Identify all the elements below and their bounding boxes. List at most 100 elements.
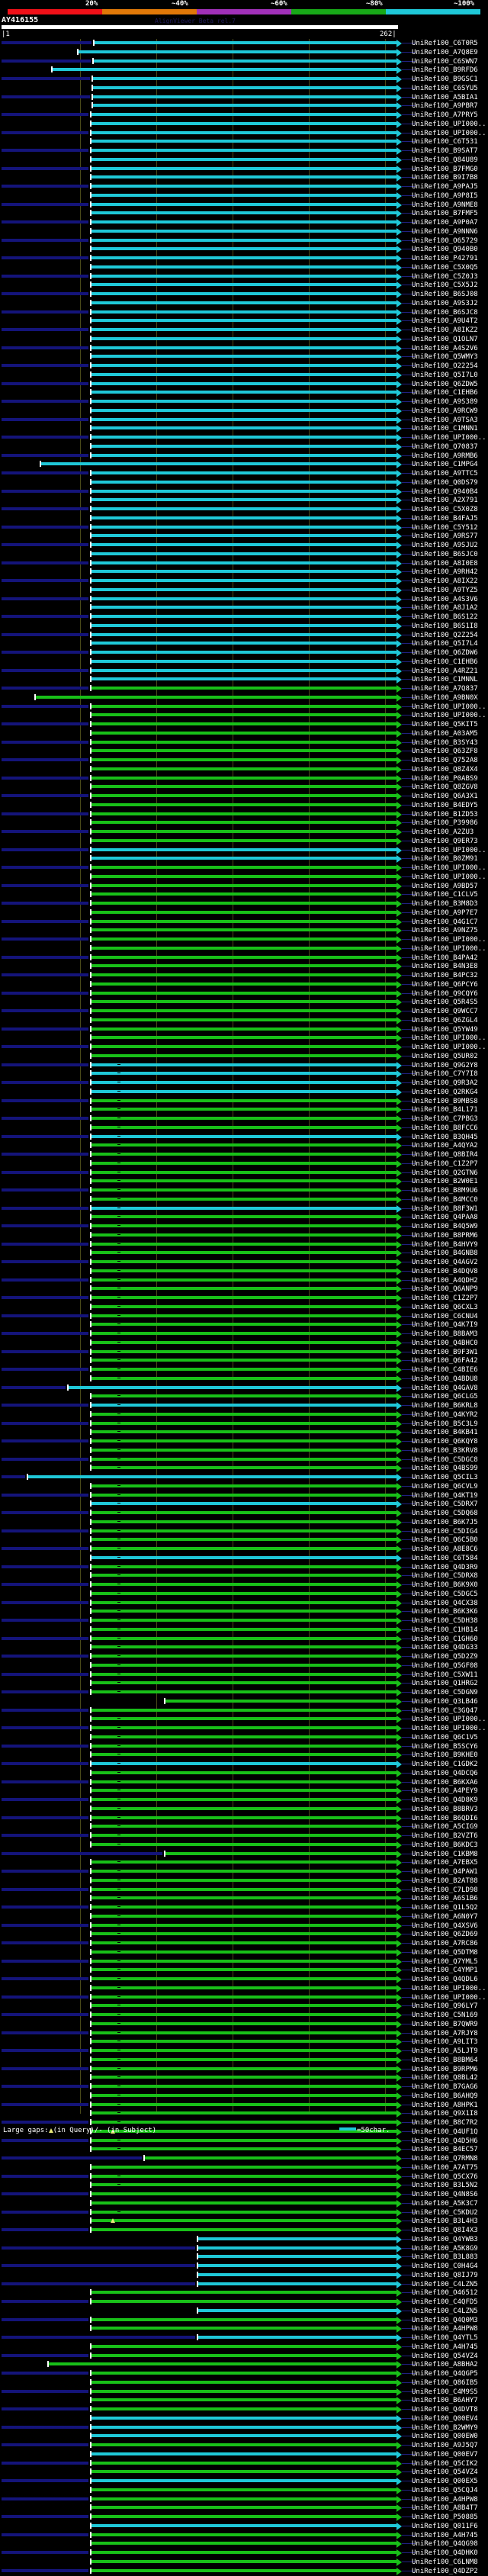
hit-accession-label[interactable]: UniRef100_Q5CX76: [412, 2172, 478, 2181]
hsp-bar[interactable]: [90, 1394, 396, 1398]
alignment-row[interactable]: UniRef100_B2VZT6: [0, 1832, 488, 1841]
alignment-row[interactable]: UniRef100_B8BM64: [0, 2056, 488, 2065]
hit-accession-label[interactable]: UniRef100_Q6PCY6: [412, 980, 478, 989]
hsp-bar[interactable]: [90, 113, 396, 116]
hsp-bar[interactable]: [90, 1179, 396, 1183]
hsp-bar[interactable]: [90, 185, 396, 188]
alignment-row[interactable]: UniRef100_A9BD57: [0, 882, 488, 891]
hsp-bar[interactable]: [90, 2102, 396, 2106]
hsp-bar[interactable]: [90, 1744, 396, 1748]
hsp-bar[interactable]: [90, 1108, 396, 1111]
hit-accession-label[interactable]: UniRef100_UPI000..: [412, 434, 486, 442]
hsp-bar[interactable]: [90, 1081, 396, 1084]
hsp-bar[interactable]: [90, 444, 396, 448]
alignment-row[interactable]: UniRef100_B7FMF5: [0, 209, 488, 218]
hit-accession-label[interactable]: UniRef100_A03AM5: [412, 729, 478, 738]
alignment-row[interactable]: UniRef100_O46512: [0, 2288, 488, 2298]
alignment-row[interactable]: UniRef100_Q4DZP2: [0, 2567, 488, 2576]
hit-accession-label[interactable]: UniRef100_Q86IB5: [412, 2378, 478, 2387]
hsp-bar[interactable]: [90, 2497, 396, 2500]
hit-accession-label[interactable]: UniRef100_Q4PAW1: [412, 1868, 478, 1876]
hit-accession-label[interactable]: UniRef100_A8BHA2: [412, 2361, 478, 2369]
hsp-bar[interactable]: [90, 2004, 396, 2008]
hit-accession-label[interactable]: UniRef100_UPI000..: [412, 712, 486, 720]
hsp-bar[interactable]: [90, 1806, 396, 1810]
hit-accession-label[interactable]: UniRef100_B4Q5W9: [412, 1223, 478, 1230]
hit-accession-label[interactable]: UniRef100_UPI000..: [412, 936, 486, 944]
hit-accession-label[interactable]: UniRef100_Q4DG33: [412, 1644, 478, 1652]
hsp-bar[interactable]: [90, 1663, 396, 1667]
alignment-row[interactable]: UniRef100_A4HPW8: [0, 2324, 488, 2333]
alignment-row[interactable]: UniRef100_B6SJC8: [0, 308, 488, 317]
hit-accession-label[interactable]: UniRef100_C5X5J2: [412, 281, 478, 290]
hsp-bar[interactable]: [90, 632, 396, 636]
hsp-bar[interactable]: [90, 982, 396, 986]
hsp-bar[interactable]: [90, 1466, 396, 1470]
hit-accession-label[interactable]: UniRef100_A8J1A2: [412, 604, 478, 613]
hit-accession-label[interactable]: UniRef100_Q6CXL3: [412, 1303, 478, 1311]
hsp-bar[interactable]: [90, 1161, 396, 1165]
hit-accession-label[interactable]: UniRef100_C1Z2P7: [412, 1159, 478, 1168]
alignment-row[interactable]: UniRef100_Q5WMY3: [0, 352, 488, 362]
alignment-row[interactable]: UniRef100_C5Z0J3: [0, 272, 488, 281]
hsp-bar[interactable]: [90, 400, 396, 403]
hit-accession-label[interactable]: UniRef100_B3QH45: [412, 1133, 478, 1141]
alignment-row[interactable]: UniRef100_Q4D3R9: [0, 1563, 488, 1572]
hsp-bar[interactable]: [90, 2111, 396, 2115]
alignment-row[interactable]: UniRef100_B8F3W1: [0, 1204, 488, 1214]
hit-accession-label[interactable]: UniRef100_A9P0A7: [412, 219, 478, 227]
hsp-bar[interactable]: [90, 892, 396, 896]
alignment-row[interactable]: UniRef100_C5DRX7: [0, 1500, 488, 1509]
alignment-row[interactable]: UniRef100_Q9X1I8: [0, 2109, 488, 2118]
hsp-bar[interactable]: [90, 1404, 396, 1407]
hsp-bar[interactable]: [90, 355, 396, 359]
hit-accession-label[interactable]: UniRef100_B9MBS8: [412, 1097, 478, 1105]
alignment-row[interactable]: UniRef100_A9PBR7: [0, 101, 488, 111]
hsp-bar[interactable]: [90, 1627, 396, 1631]
alignment-row[interactable]: UniRef100_Q8BL42: [0, 2073, 488, 2082]
hsp-bar[interactable]: [90, 2066, 396, 2070]
hsp-bar[interactable]: [90, 2479, 396, 2482]
alignment-row[interactable]: UniRef100_UPI000..: [0, 711, 488, 720]
alignment-row[interactable]: UniRef100_Q4N8S6: [0, 2190, 488, 2199]
hit-accession-label[interactable]: UniRef100_A8IKZ2: [412, 326, 478, 334]
hsp-bar[interactable]: [90, 1547, 396, 1550]
hit-accession-label[interactable]: UniRef100_B0ZM91: [412, 855, 478, 863]
hit-accession-label[interactable]: UniRef100_A9J5Q7: [412, 2442, 478, 2449]
hsp-bar[interactable]: [90, 2443, 396, 2446]
hsp-bar[interactable]: [90, 130, 396, 134]
hit-accession-label[interactable]: UniRef100_Q8BIR4: [412, 1151, 478, 1159]
hit-accession-label[interactable]: UniRef100_Q4N8S6: [412, 2191, 478, 2198]
hsp-bar[interactable]: [90, 2031, 396, 2034]
hsp-bar[interactable]: [90, 1332, 396, 1335]
hsp-bar[interactable]: [90, 2398, 396, 2402]
hsp-bar[interactable]: [197, 2264, 396, 2267]
hsp-bar[interactable]: [90, 1125, 396, 1129]
alignment-row[interactable]: UniRef100_C6T531: [0, 137, 488, 146]
hsp-bar[interactable]: [90, 1798, 396, 1801]
alignment-row[interactable]: UniRef100_B9RPM6: [0, 2065, 488, 2074]
alignment-row[interactable]: UniRef100_A5K8G9: [0, 2244, 488, 2253]
hit-accession-label[interactable]: UniRef100_A9TSA3: [412, 416, 478, 424]
alignment-row[interactable]: UniRef100_B2WMY9: [0, 2423, 488, 2433]
hit-accession-label[interactable]: UniRef100_Q4DZP2: [412, 2567, 478, 2575]
hit-accession-label[interactable]: UniRef100_P0ABS9: [412, 774, 478, 783]
hit-accession-label[interactable]: UniRef100_A9P7E7: [412, 909, 478, 917]
alignment-row[interactable]: UniRef100_B4N3E8: [0, 962, 488, 971]
alignment-row[interactable]: UniRef100_C5XW11: [0, 1671, 488, 1680]
hsp-bar[interactable]: [90, 570, 396, 574]
hsp-bar[interactable]: [90, 2515, 396, 2518]
hit-accession-label[interactable]: UniRef100_UPI000..: [412, 120, 486, 128]
alignment-row[interactable]: UniRef100_B6AHQ9: [0, 2092, 488, 2101]
hit-accession-label[interactable]: UniRef100_A8B4T7: [412, 2504, 478, 2513]
hsp-bar[interactable]: [90, 336, 396, 340]
alignment-row[interactable]: UniRef100_B4DQV8: [0, 1267, 488, 1276]
hit-accession-label[interactable]: UniRef100_C5DQ68: [412, 1510, 478, 1517]
alignment-row[interactable]: UniRef100_B3SY43: [0, 738, 488, 748]
hsp-bar[interactable]: [90, 1815, 396, 1819]
alignment-row[interactable]: UniRef100_Q4BS99: [0, 1464, 488, 1473]
hsp-bar[interactable]: [90, 606, 396, 609]
alignment-row[interactable]: UniRef100_B8PRM6: [0, 1231, 488, 1240]
hsp-bar[interactable]: [90, 2228, 396, 2231]
hsp-bar[interactable]: [90, 211, 396, 215]
